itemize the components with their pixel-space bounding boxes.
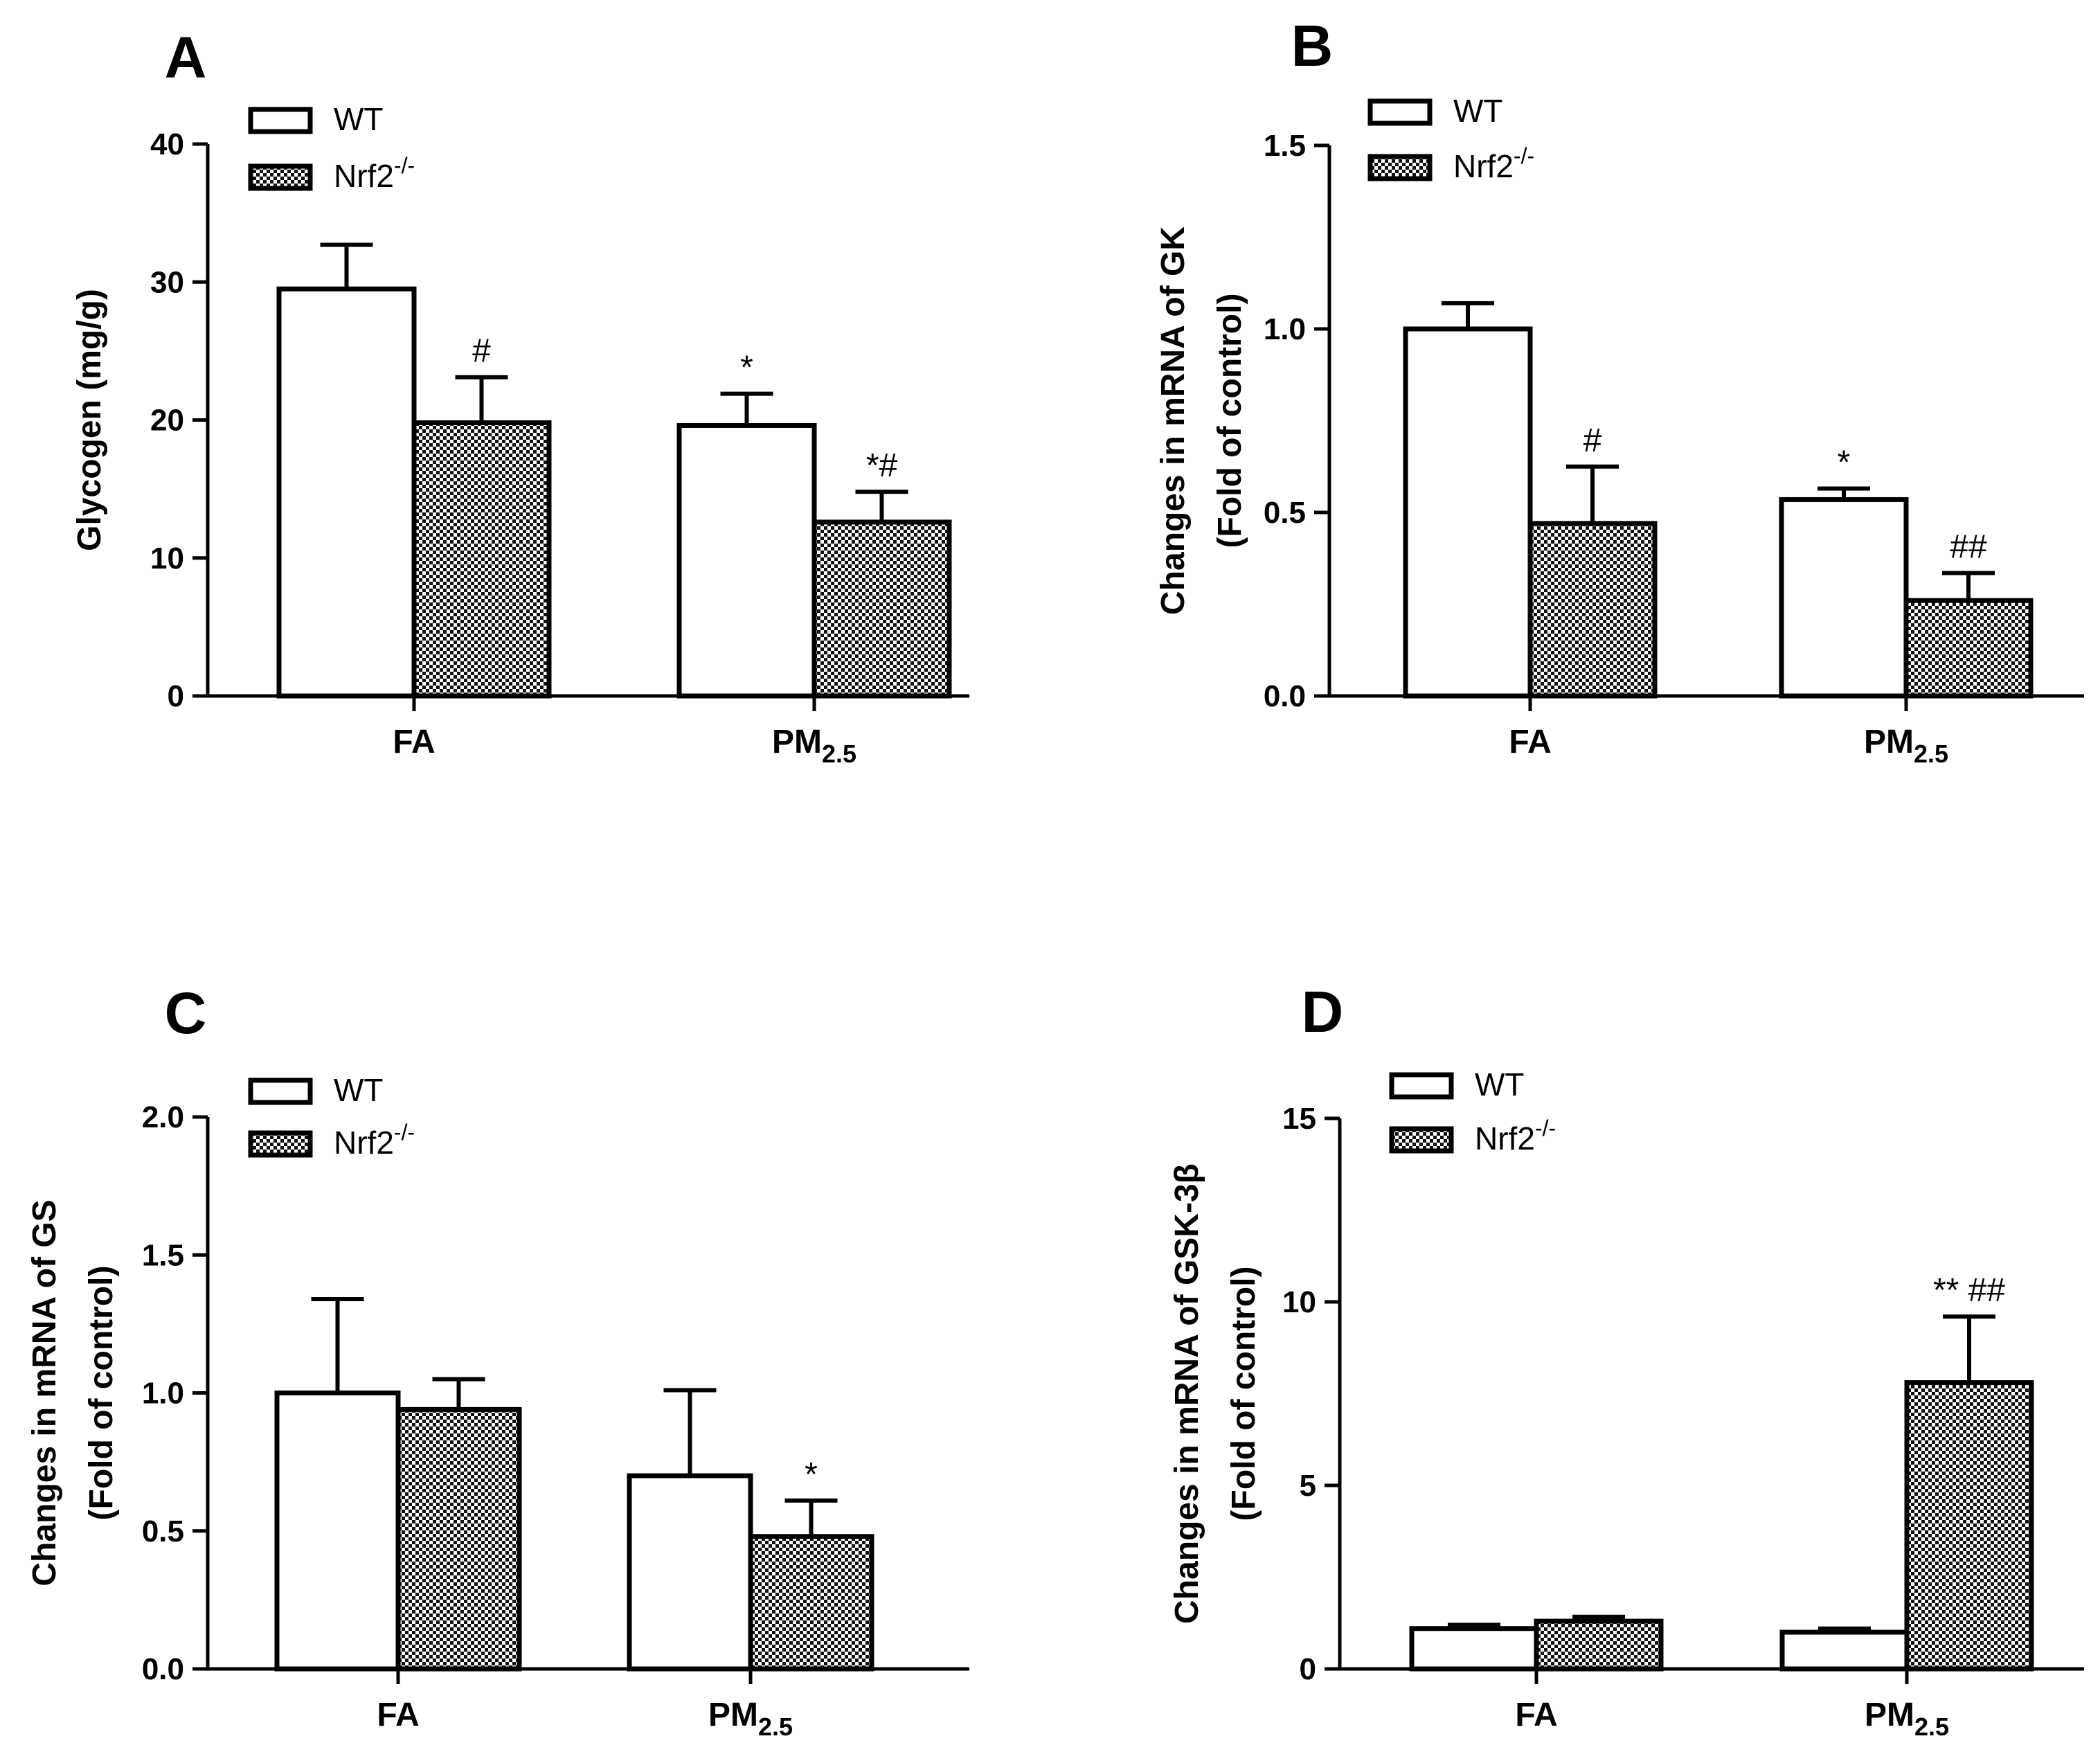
y-tick-label: 20 — [150, 404, 184, 438]
y-tick-label: 0.0 — [1264, 679, 1306, 713]
y-tick-label: 0 — [1300, 1652, 1316, 1686]
panel-letter: B — [1291, 13, 1334, 78]
legend-nrf2-swatch — [1367, 154, 1433, 181]
y-tick-label: 1.5 — [1264, 129, 1306, 163]
x-category-label: PM2.5 — [1865, 1697, 1949, 1741]
legend-wt-swatch — [248, 1078, 313, 1105]
significance-label: # — [472, 333, 491, 370]
y-axis-title: Changes in mRNA of GS — [26, 1199, 63, 1586]
x-category-label: FA — [1509, 724, 1551, 760]
wt-bar — [627, 1473, 753, 1672]
legend: WT Nrf2-/- — [1389, 1066, 1556, 1156]
x-category-label: FA — [377, 1697, 419, 1733]
y-axis-title: (Fold of control) — [1212, 294, 1248, 548]
wt-bar — [1403, 326, 1533, 699]
legend-nrf2-swatch — [248, 1130, 313, 1158]
y-tick-label: 0.0 — [142, 1652, 184, 1686]
legend-nrf2-label: Nrf2-/- — [1453, 143, 1534, 184]
legend-nrf2-label: Nrf2-/- — [334, 1120, 415, 1161]
y-axis-title: Glycogen (mg/g) — [71, 289, 108, 551]
wt-bar — [276, 286, 417, 699]
legend: WT Nrf2-/- — [248, 101, 415, 194]
legend: WT Nrf2-/- — [1367, 93, 1534, 184]
y-tick-label: 1.5 — [142, 1238, 184, 1272]
legend-nrf2-label: Nrf2-/- — [334, 153, 415, 194]
legend-wt-label: WT — [334, 1072, 384, 1108]
y-axis-title: (Fold of control) — [1226, 1267, 1262, 1521]
legend-wt-label: WT — [1453, 93, 1503, 129]
y-tick-label: 2.0 — [142, 1100, 184, 1134]
legend-nrf2-swatch — [1389, 1126, 1454, 1154]
y-tick-label: 10 — [150, 542, 184, 575]
nrf2-bar — [811, 519, 952, 699]
wt-bar — [676, 422, 817, 699]
y-tick-label: 0.5 — [1264, 496, 1306, 530]
y-tick-label: 1.0 — [1264, 312, 1306, 346]
nrf2-bar — [1534, 1618, 1664, 1672]
y-tick-label: 1.0 — [142, 1377, 184, 1411]
nrf2-bar — [1903, 598, 2034, 699]
legend-wt-swatch — [1389, 1072, 1454, 1100]
x-category-label: PM2.5 — [1864, 724, 1948, 768]
nrf2-bar — [411, 420, 552, 699]
panel-letter: C — [165, 981, 207, 1046]
x-category-label: FA — [1515, 1697, 1557, 1733]
significance-label: * — [805, 1456, 818, 1493]
legend-wt-swatch — [1367, 98, 1433, 126]
y-axis-title: Changes in mRNA of GSK-3β — [1169, 1163, 1205, 1624]
y-tick-label: 40 — [150, 127, 184, 161]
nrf2-bar — [1904, 1380, 2034, 1672]
legend-wt-swatch — [248, 107, 313, 134]
wt-bar — [274, 1391, 401, 1672]
nrf2-bar — [1527, 521, 1658, 699]
panel-d: D 0 5 10 15 Changes in mRNA of GSK-3β (Fold of… — [1169, 979, 2084, 1741]
y-tick-label: 10 — [1282, 1285, 1316, 1319]
significance-label: # — [1583, 422, 1602, 459]
panel-letter: D — [1302, 979, 1344, 1044]
significance-label: *# — [866, 447, 898, 484]
panel-b: B 0.0 0.5 1.0 1.5 Changes in mRNA of GK (Fold … — [1155, 13, 2084, 768]
y-axis-title: Changes in mRNA of GK — [1155, 226, 1192, 615]
y-tick-label: 5 — [1300, 1469, 1316, 1503]
significance-label: * — [1838, 445, 1851, 481]
y-tick-label: 0.5 — [142, 1514, 184, 1548]
wt-bar — [1779, 497, 1909, 699]
x-category-label: PM2.5 — [708, 1697, 793, 1741]
wt-bar — [1409, 1626, 1539, 1672]
wt-bar — [1779, 1629, 1910, 1672]
y-axis-title: (Fold of control) — [83, 1266, 120, 1521]
legend-nrf2-swatch — [248, 163, 313, 191]
significance-label: ## — [1950, 528, 1987, 565]
panel-c: C 0.0 0.5 1.0 1.5 2.0 Changes in mRNA of GS (Fo… — [26, 981, 969, 1741]
legend-wt-label: WT — [1475, 1066, 1525, 1102]
y-tick-label: 30 — [150, 265, 184, 299]
nrf2-bar — [395, 1406, 522, 1672]
significance-label: * — [740, 350, 753, 386]
y-tick-label: 0 — [168, 679, 184, 713]
legend-wt-label: WT — [334, 101, 384, 137]
legend-nrf2-label: Nrf2-/- — [1475, 1116, 1556, 1156]
nrf2-bar — [748, 1534, 874, 1672]
legend: WT Nrf2-/- — [248, 1072, 415, 1161]
significance-label: ** ## — [1933, 1272, 2005, 1309]
panel-letter: A — [165, 25, 207, 90]
x-category-label: FA — [393, 724, 435, 760]
y-tick-label: 15 — [1282, 1102, 1316, 1136]
x-category-label: PM2.5 — [772, 724, 856, 768]
